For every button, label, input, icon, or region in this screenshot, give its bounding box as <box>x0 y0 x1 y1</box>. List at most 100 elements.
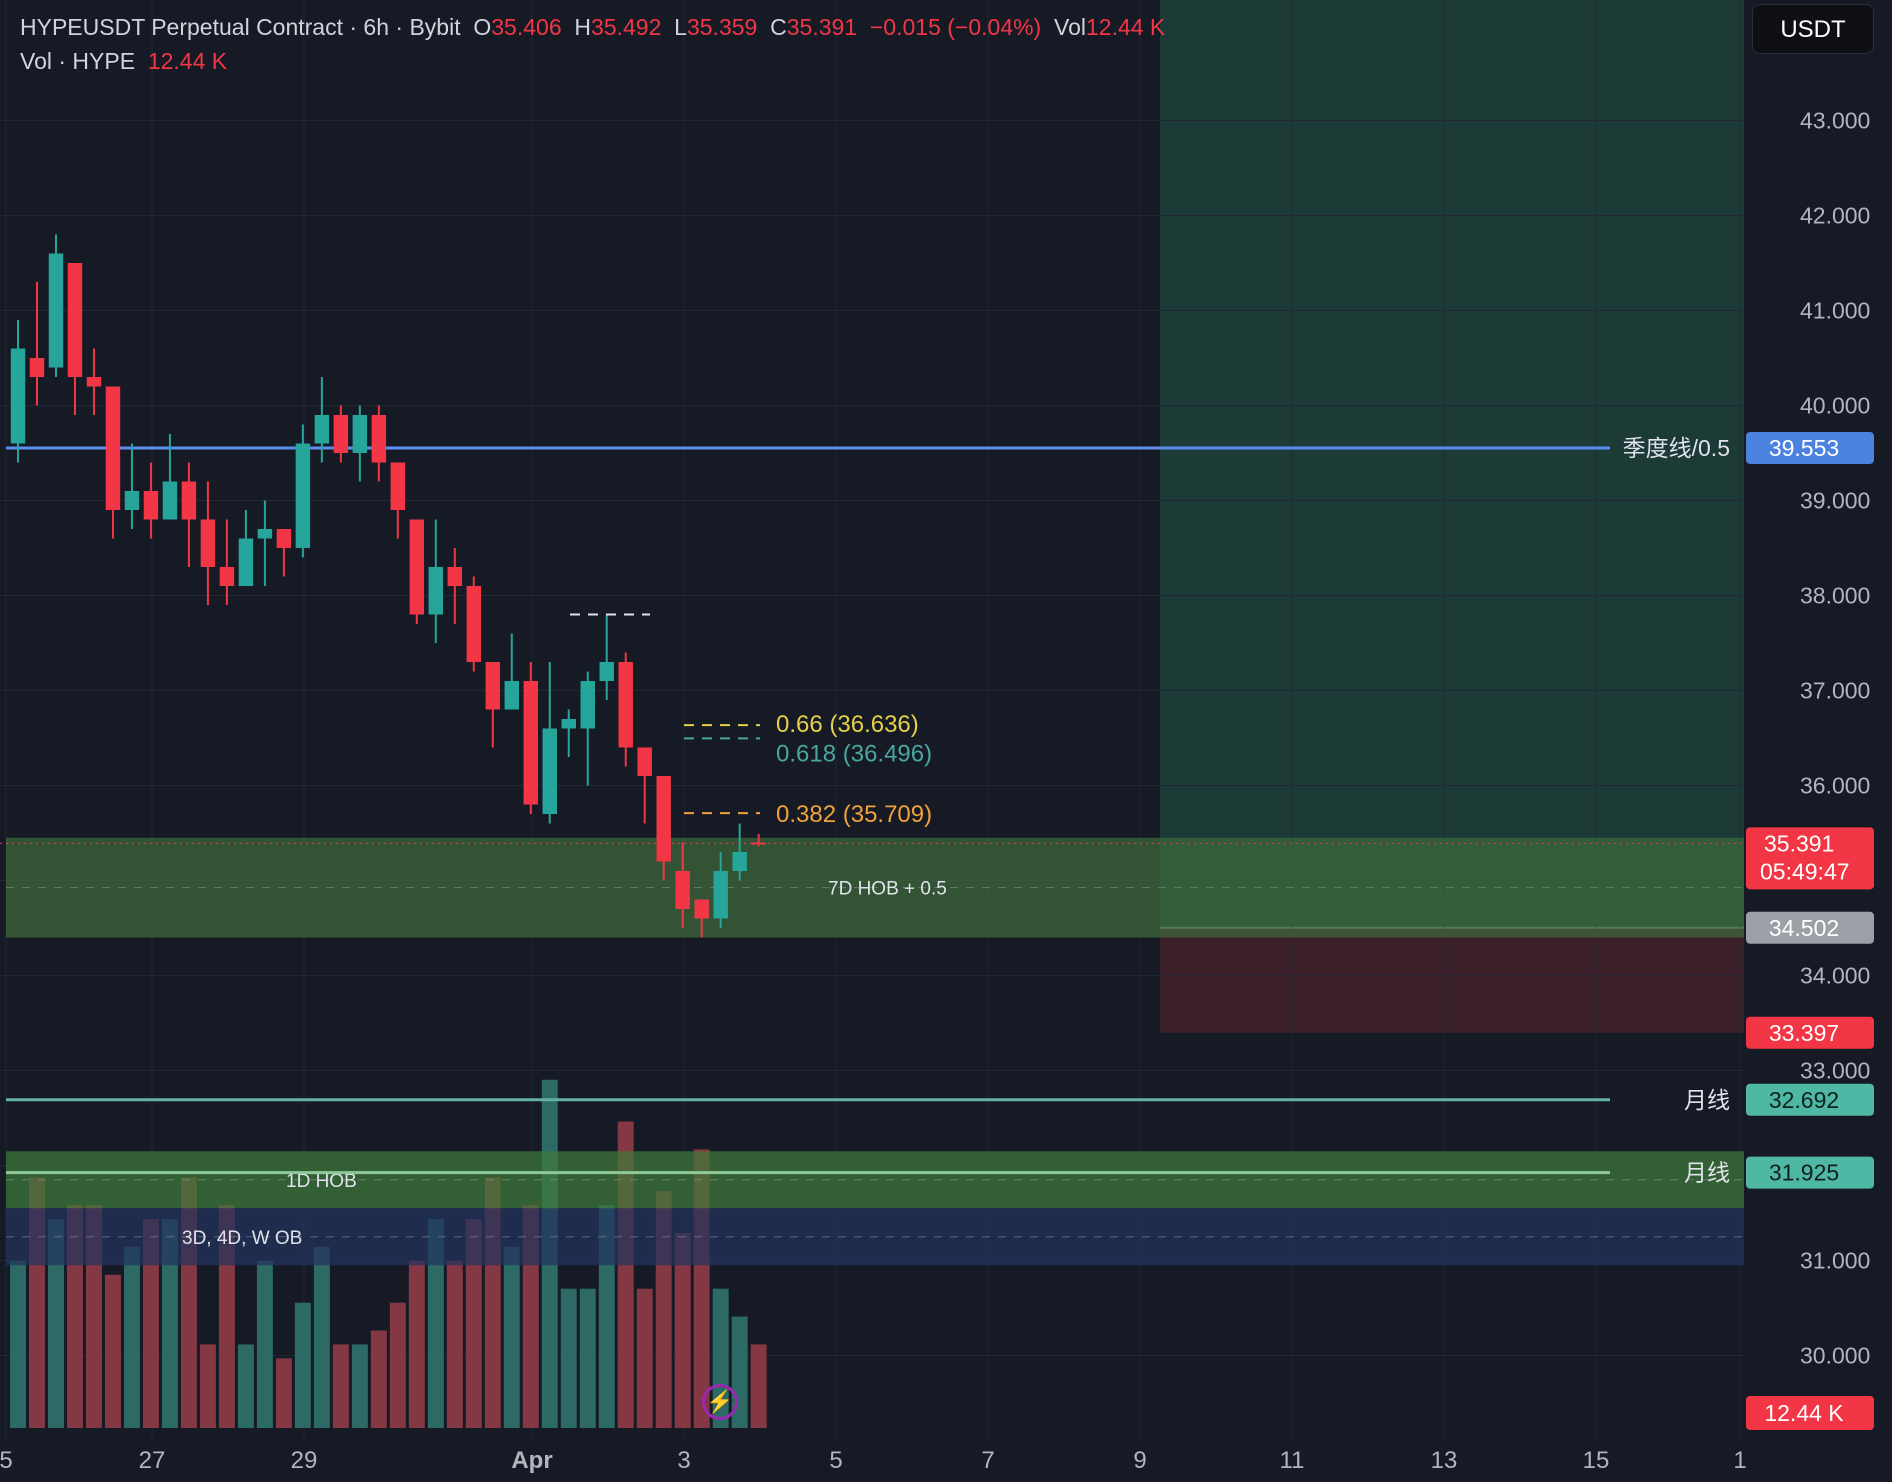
close-label: C <box>770 14 787 40</box>
volume-bar <box>104 1274 121 1428</box>
candle-body <box>542 728 557 814</box>
x-tick-label: 7 <box>981 1447 994 1474</box>
volume-bar <box>465 1219 482 1428</box>
candle-body <box>580 681 595 729</box>
candle-body <box>485 662 501 710</box>
volume-bar <box>503 1246 520 1428</box>
zone-label: 7D HOB + 0.5 <box>828 879 947 900</box>
zone-label: 1D HOB <box>286 1171 357 1192</box>
stop-price-tag: 33.397 <box>1769 1020 1839 1046</box>
candle-body <box>86 377 102 387</box>
low-value: 35.359 <box>686 14 758 40</box>
currency-button[interactable]: USDT <box>1752 4 1874 54</box>
y-tick-label: 40.000 <box>1800 393 1870 419</box>
candle-body <box>618 662 633 748</box>
y-tick-label: 31.000 <box>1800 1248 1870 1274</box>
x-tick-label: 3 <box>677 1447 690 1474</box>
fib-level-label: 0.618 (36.496) <box>776 740 932 767</box>
price-axis <box>1744 0 1892 1482</box>
candle-body <box>390 462 406 510</box>
volume-bar <box>275 1358 292 1428</box>
candle-body <box>732 852 747 871</box>
current-price-tag-bg <box>1746 827 1874 890</box>
x-tick-label: 15 <box>1583 1447 1610 1474</box>
candle-body <box>352 415 368 453</box>
candle-body <box>48 253 64 368</box>
volume-tag-bg <box>1746 1396 1874 1430</box>
high-value: 35.492 <box>591 14 662 40</box>
volume-bar <box>161 1219 178 1428</box>
candle-body <box>257 529 273 539</box>
countdown-tag: 05:49:47 <box>1760 858 1850 884</box>
line-price-tag: 32.692 <box>1769 1087 1839 1113</box>
candle-body <box>751 842 766 845</box>
candle-body <box>276 529 292 548</box>
candle-body <box>504 681 519 710</box>
lightning-icon[interactable]: ⚡ <box>702 1384 738 1420</box>
y-tick-label: 30.000 <box>1800 1343 1870 1369</box>
symbol-title[interactable]: HYPEUSDT Perpetual Contract · 6h · Bybit <box>20 14 461 40</box>
x-tick-label: 29 <box>291 1447 318 1474</box>
candle-body <box>694 899 709 919</box>
stop-price-tag-bg <box>1746 1016 1874 1049</box>
volume-bar <box>199 1344 216 1428</box>
volume-bar <box>446 1260 463 1428</box>
volume-bar <box>674 1232 691 1428</box>
x-tick-label: Apr <box>511 1447 552 1474</box>
candle-body <box>675 871 690 909</box>
volume-legend-label[interactable]: Vol · HYPE <box>20 48 136 74</box>
candle-body <box>219 567 235 586</box>
volume-bar <box>408 1260 425 1428</box>
high-label: H <box>574 14 592 40</box>
x-tick-label: 5 <box>829 1447 842 1474</box>
fib-level-label: 0.382 (35.709) <box>776 801 932 828</box>
zone-label: 3D, 4D, W OB <box>182 1228 302 1249</box>
candle-body <box>466 586 482 662</box>
volume-bar <box>10 1260 26 1428</box>
candle-body <box>295 443 311 548</box>
current-price-tag: 35.391 <box>1764 830 1834 856</box>
volume-bar <box>313 1246 330 1428</box>
x-tick-label: 11 <box>1280 1447 1305 1474</box>
volume-bar <box>370 1330 387 1428</box>
y-tick-label: 36.000 <box>1800 773 1870 799</box>
line-price-tag-bg <box>1746 431 1874 464</box>
volume-bar <box>389 1302 406 1428</box>
open-value: 35.406 <box>491 14 562 40</box>
candle-body <box>162 481 178 520</box>
horizontal-line-label: 季度线/0.5 <box>1623 435 1730 461</box>
candle-body <box>333 415 349 453</box>
fib-level-label: 0.66 (36.636) <box>776 711 919 738</box>
candle-body <box>713 871 728 919</box>
candle-body <box>105 386 121 510</box>
volume-bar <box>332 1344 349 1428</box>
y-tick-label: 34.000 <box>1800 963 1870 989</box>
symbol-header: HYPEUSDT Perpetual Contract · 6h · Bybit… <box>20 14 1165 41</box>
volume-legend: Vol · HYPE 12.44 K <box>20 48 227 75</box>
candle-body <box>181 481 197 520</box>
volume-legend-value: 12.44 K <box>147 48 228 74</box>
candle-body <box>371 415 387 463</box>
y-tick-label: 43.000 <box>1800 108 1870 134</box>
candle-body <box>200 519 216 567</box>
x-tick-label: 9 <box>1133 1447 1146 1474</box>
candle-body <box>143 491 159 520</box>
line-price-tag: 39.553 <box>1769 435 1839 461</box>
candle-body <box>523 681 538 805</box>
candle-body <box>656 776 671 862</box>
open-label: O <box>473 14 492 40</box>
volume-bar <box>123 1246 140 1428</box>
entry-price-tag: 34.502 <box>1769 915 1839 941</box>
volume-bar <box>560 1288 577 1428</box>
candle-body <box>561 719 576 729</box>
y-tick-label: 33.000 <box>1800 1058 1870 1084</box>
volume-bar <box>142 1219 159 1428</box>
candle-body <box>637 747 652 776</box>
volume-bar <box>427 1219 444 1428</box>
entry-price-tag-bg <box>1746 911 1874 944</box>
candle-body <box>314 415 330 444</box>
candle-body <box>428 567 444 615</box>
volume-bar <box>750 1344 767 1428</box>
volume-bar <box>294 1302 311 1428</box>
